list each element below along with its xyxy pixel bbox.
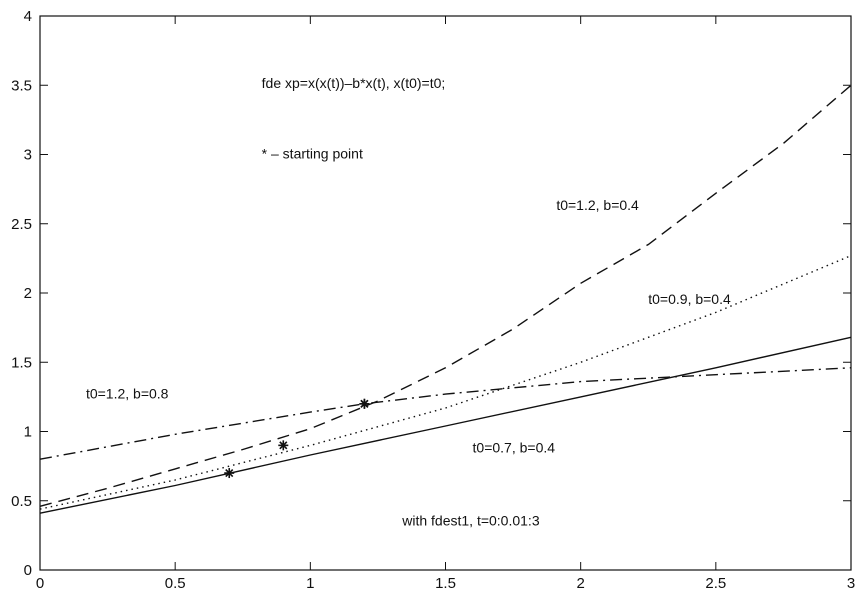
annotation-text: * – starting point (262, 146, 363, 162)
marker-stroke (225, 468, 234, 478)
x-tick-label: 1 (306, 575, 314, 592)
annotation-text: t0=1.2, b=0.8 (86, 385, 169, 401)
y-tick-label: 0.5 (11, 493, 32, 510)
y-tick-label: 0 (24, 562, 32, 579)
x-tick-label: 0.5 (165, 575, 186, 592)
annotation-text: t0=1.2, b=0.4 (556, 197, 639, 213)
y-tick-label: 1 (24, 424, 32, 441)
y-tick-label: 2 (24, 285, 32, 302)
x-tick-label: 2.5 (705, 575, 726, 592)
starting-point-marker (278, 440, 289, 451)
marker-stroke (360, 399, 369, 408)
series-line-solid (39, 336, 852, 514)
annotation-text: t0=0.9, b=0.4 (648, 291, 731, 307)
y-tick-label: 4 (24, 8, 32, 25)
series-line-dotted (39, 254, 852, 510)
x-tick-label: 1.5 (435, 575, 456, 592)
annotation-text: with fdest1, t=0:0.01:3 (401, 513, 540, 529)
series-line-dashdot (39, 367, 852, 460)
x-tick-label: 3 (847, 575, 855, 592)
series-line-dashed (39, 84, 852, 507)
marker-stroke (279, 441, 288, 450)
x-tick-label: 0 (36, 575, 44, 592)
y-tick-label: 2.5 (11, 216, 32, 233)
y-tick-label: 3.5 (11, 77, 32, 94)
annotation-text: t0=0.7, b=0.4 (473, 439, 556, 455)
x-tick-label: 2 (576, 575, 584, 592)
starting-point-marker (224, 468, 235, 479)
plot-area: 0 0.5 1 1.5 2 2.5 3 0 0.5 1 1.5 2 2.5 3 3.5 4 fde xp=x(x… (11, 8, 855, 592)
y-tick-label: 3 (24, 147, 32, 164)
annotation-text: fde xp=x(x(t))–b*x(t), x(t0)=t0; (262, 75, 446, 91)
starting-point-marker (359, 398, 370, 409)
y-tick-label: 1.5 (11, 354, 32, 371)
